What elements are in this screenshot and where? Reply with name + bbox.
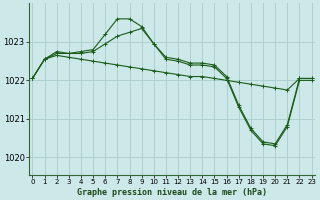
X-axis label: Graphe pression niveau de la mer (hPa): Graphe pression niveau de la mer (hPa) [77,188,267,197]
